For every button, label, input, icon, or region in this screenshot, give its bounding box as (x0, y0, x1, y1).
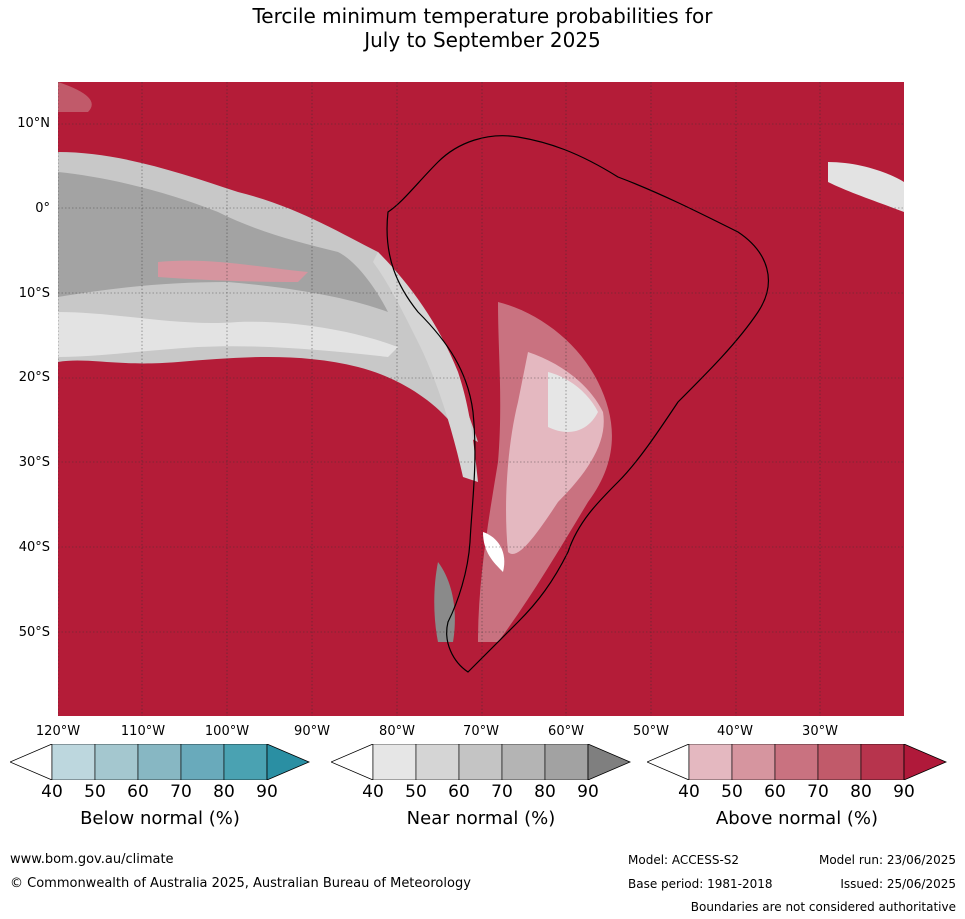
lat-label-50s: 50°S (18, 625, 50, 640)
title-line-2: July to September 2025 (364, 28, 601, 52)
cbar-below-tick-60: 60 (127, 782, 149, 802)
near-normal-patagonia (483, 532, 505, 572)
lon-label-110w: 110°W (120, 724, 166, 739)
footer-model: Model: ACCESS-S2 (628, 853, 740, 867)
colorbar-above-svg (645, 743, 948, 781)
above-normal-caribbean-patch (58, 82, 92, 112)
lon-label-30w: 30°W (802, 724, 838, 739)
cbar-below-tick-90: 90 (256, 782, 278, 802)
probability-map (58, 82, 904, 716)
map-title: Tercile minimum temperature probabilitie… (0, 4, 965, 52)
lon-label-100w: 100°W (204, 724, 250, 739)
footer-issued: Issued: 25/06/2025 (840, 877, 956, 891)
cbar-near-tick-90: 90 (577, 782, 599, 802)
cbar-near-tick-80: 80 (534, 782, 556, 802)
colorbar-near-normal (329, 743, 632, 781)
cbar-near-tick-40: 40 (362, 782, 384, 802)
lon-label-90w: 90°W (294, 724, 330, 739)
colorbar-below-svg (8, 743, 311, 781)
lat-label-20s: 20°S (18, 370, 50, 385)
south-america-coastline (386, 135, 769, 673)
near-normal-core-pacific (58, 172, 388, 312)
cbar-above-tick-60: 60 (764, 782, 786, 802)
lat-label-10s: 10°S (18, 286, 50, 301)
graticule (58, 82, 904, 716)
colorbar-near-title: Near normal (%) (406, 808, 556, 829)
lon-label-50w: 50°W (633, 724, 669, 739)
near-normal-coastal-strip (373, 252, 478, 482)
lon-label-120w: 120°W (35, 724, 81, 739)
map-canvas (58, 82, 904, 716)
footer-boundaries-note: Boundaries are not considered authoritat… (690, 900, 956, 914)
cbar-below-tick-40: 40 (41, 782, 63, 802)
near-normal-light-inland (548, 372, 598, 432)
footer-base-period: Base period: 1981-2018 (628, 877, 773, 891)
near-normal-light-pacific (58, 312, 398, 357)
cbar-above-tick-90: 90 (893, 782, 915, 802)
colorbar-below-title: Below normal (%) (80, 808, 240, 829)
cbar-above-tick-70: 70 (807, 782, 829, 802)
cbar-below-tick-50: 50 (84, 782, 106, 802)
lon-label-70w: 70°W (463, 724, 499, 739)
lat-label-0: 0° (35, 201, 50, 216)
colorbar-near-svg (329, 743, 632, 781)
lat-label-10n: 10°N (17, 116, 50, 131)
cbar-above-tick-50: 50 (721, 782, 743, 802)
near-normal-east-atlantic (828, 162, 904, 212)
cbar-below-tick-70: 70 (170, 782, 192, 802)
cbar-above-tick-40: 40 (678, 782, 700, 802)
footer-copyright: © Commonwealth of Australia 2025, Austra… (10, 876, 471, 891)
above-normal-lighter-band (158, 260, 308, 282)
lat-label-40s: 40°S (18, 540, 50, 555)
lon-label-40w: 40°W (717, 724, 753, 739)
cbar-near-tick-50: 50 (405, 782, 427, 802)
colorbar-below-normal (8, 743, 311, 781)
colorbar-above-title: Above normal (%) (715, 808, 879, 829)
title-line-1: Tercile minimum temperature probabilitie… (252, 4, 713, 28)
near-normal-tierra (434, 562, 455, 642)
cbar-near-tick-70: 70 (491, 782, 513, 802)
colorbar-above-normal (645, 743, 948, 781)
footer-url: www.bom.gov.au/climate (10, 852, 174, 867)
cbar-near-tick-60: 60 (448, 782, 470, 802)
lat-label-30s: 30°S (18, 455, 50, 470)
lon-label-60w: 60°W (548, 724, 584, 739)
cbar-below-tick-80: 80 (213, 782, 235, 802)
lon-label-80w: 80°W (379, 724, 415, 739)
cbar-above-tick-80: 80 (850, 782, 872, 802)
footer-model-run: Model run: 23/06/2025 (818, 853, 956, 867)
